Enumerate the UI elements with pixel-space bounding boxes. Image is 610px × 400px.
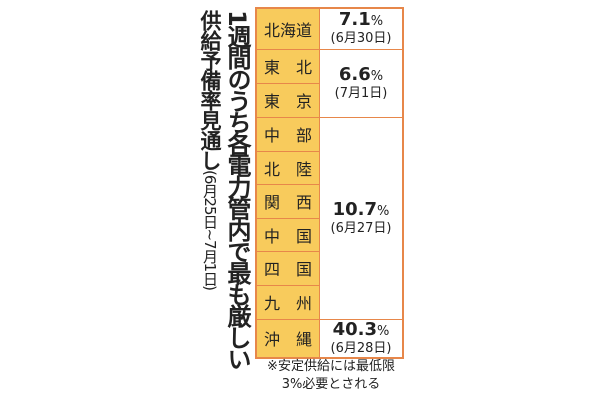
reserve-percent: 10.7% (320, 198, 402, 221)
reserve-value: 7.1 (338, 9, 371, 31)
title-sub: 供給予備率見通し(6月25日~7月1日) (198, 10, 222, 290)
table-row: 沖 縄 40.3% (6月28日) (255, 318, 404, 359)
region-name: 沖 縄 (255, 318, 320, 359)
region-name: 東 北 (255, 48, 320, 84)
reserve-date: (7月1日) (334, 85, 388, 101)
table-row: 中 部 10.7% (6月27日) (255, 116, 404, 320)
table-row: 四 国 (255, 250, 403, 286)
region-name: 東 京 (255, 82, 320, 118)
reserve-value: 6.6 (338, 63, 371, 85)
reserve-value: 10.7 (332, 198, 378, 220)
reserve-value-cell: 6.6% (7月1日) (319, 48, 404, 118)
region-name: 中 部 (255, 116, 320, 152)
reserve-value-cell: 40.3% (6月28日) (319, 318, 404, 359)
footnote-line1: ※安定供給には最低限 (267, 359, 395, 374)
table-row: 中 国 (255, 217, 403, 252)
region-name: 関 西 (255, 183, 320, 219)
reserve-value: 40.3 (332, 318, 378, 340)
table-row: 北 陸 (255, 150, 403, 185)
reserve-percent: 7.1% (320, 11, 402, 31)
region-name: 九 州 (255, 284, 320, 320)
reserve-date: (6月27日) (330, 220, 392, 236)
title-main: 1週間のうち各電力管内で最も厳しい (223, 10, 251, 369)
percent-unit: % (377, 323, 390, 339)
reserve-date: (6月30日) (330, 31, 392, 47)
region-name: 北海道 (255, 7, 320, 50)
region-name: 中 国 (255, 217, 320, 252)
title-subject: 供給予備率見通し (198, 10, 222, 170)
region-name: 四 国 (255, 250, 320, 286)
table-row: 東 京 (255, 82, 403, 118)
reserve-percent: 6.6% (320, 63, 402, 86)
table-row: 東 北 6.6% (7月1日) (255, 48, 404, 118)
percent-unit: % (377, 203, 390, 219)
percent-unit: % (370, 68, 384, 84)
footnote: ※安定供給には最低限 3%必要とされる (255, 358, 407, 394)
table-row: 九 州 (255, 284, 403, 320)
footnote-line2: 3%必要とされる (281, 377, 381, 392)
percent-unit: % (370, 14, 384, 30)
table-row: 北海道 7.1% (6月30日) (255, 7, 404, 50)
reserve-value-cell: 10.7% (6月27日) (319, 116, 404, 320)
reserve-date: (6月28日) (330, 340, 392, 356)
reserve-value-cell: 7.1% (6月30日) (319, 7, 404, 50)
reserve-percent: 40.3% (320, 318, 402, 341)
title-period: (6月25日~7月1日) (201, 170, 219, 290)
region-name: 北 陸 (255, 150, 320, 185)
reserve-margin-table: 北海道 7.1% (6月30日) 東 北 6.6% (7月1日) 東 京中 部 10.7% (6… (255, 7, 404, 359)
